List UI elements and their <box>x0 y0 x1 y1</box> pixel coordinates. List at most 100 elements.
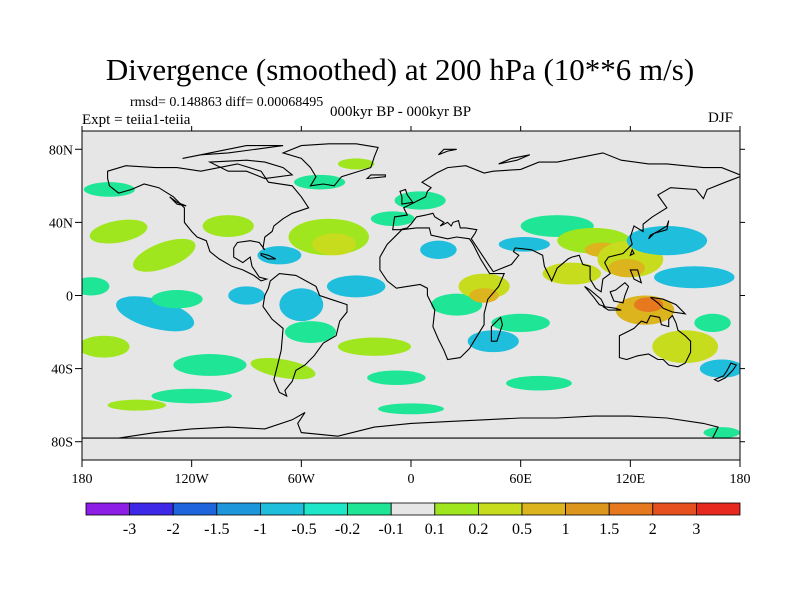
field-contour <box>652 330 719 364</box>
x-tick-label: 180 <box>72 472 93 487</box>
y-tick-label: 80N <box>49 143 73 158</box>
coastline <box>609 281 630 304</box>
field-contour <box>337 337 412 356</box>
coastlines <box>82 143 740 439</box>
coastline <box>207 159 294 180</box>
field-contour <box>151 290 203 309</box>
x-tick-label: 0 <box>408 472 415 487</box>
field-contour <box>279 288 324 322</box>
map-title: Divergence (smoothed) at 200 hPa (10**6 … <box>105 52 695 87</box>
experiment-label: Expt = teiia1-teiia <box>82 112 191 128</box>
colorbar-label: 0.5 <box>512 521 532 538</box>
field-contour <box>228 286 265 305</box>
coastline <box>182 145 284 159</box>
coastline <box>281 143 379 187</box>
field-contour <box>89 219 148 244</box>
field-contour <box>202 215 254 238</box>
y-tick-label: 40N <box>49 216 73 231</box>
field-contour <box>83 182 136 197</box>
colorbar-swatch <box>652 502 697 516</box>
colorbar-label: -3 <box>123 521 136 538</box>
colorbar: -3 -2 -1.5 -1 -0.5 -0.2 -0.1 0.1 0.2 0.5 1 1.5 2 3 <box>85 502 741 538</box>
colorbar-swatch <box>129 502 174 516</box>
field-contour <box>151 388 232 404</box>
colorbar-swatch <box>216 502 261 516</box>
coastline <box>498 154 531 165</box>
colorbar-label: -2 <box>167 521 180 538</box>
x-tick-label: 60E <box>509 472 532 487</box>
colorbar-swatch <box>434 502 479 516</box>
colorbar-swatch <box>85 502 130 516</box>
coastline <box>713 362 738 383</box>
x-tick-label: 180 <box>730 472 751 487</box>
field-contour <box>326 275 386 298</box>
field-contour <box>694 313 731 333</box>
field-contour <box>491 313 550 333</box>
field-contour <box>654 266 735 289</box>
field-contour <box>431 293 483 316</box>
period-label: 000kyr BP - 000kyr BP <box>330 104 472 120</box>
coastline <box>650 296 687 315</box>
stats-text: rmsd= 0.148863 diff= 0.00068495 <box>130 95 324 110</box>
field-contour <box>312 233 357 256</box>
colorbar-swatch <box>259 502 305 516</box>
field-contour <box>116 296 195 332</box>
coastline <box>629 248 635 257</box>
field-contour <box>367 370 426 386</box>
coastline <box>648 220 670 240</box>
field-contour <box>257 246 302 265</box>
colorbar-swatch <box>303 502 348 516</box>
coastline <box>82 412 740 439</box>
coastline <box>399 188 414 205</box>
field-contour <box>703 427 740 439</box>
colorbar-label: 2 <box>649 521 657 538</box>
field-contour <box>284 321 337 344</box>
field-contour <box>337 158 375 170</box>
field-contour <box>133 238 196 272</box>
coastline <box>629 269 643 284</box>
colorbar-label: 1.5 <box>599 521 619 538</box>
x-tick-label: 120E <box>616 472 646 487</box>
field-contour <box>370 211 415 227</box>
x-tick-label: 120W <box>175 472 210 487</box>
coastline <box>618 314 692 368</box>
field-contour <box>469 288 499 303</box>
y-tick-label: 40S <box>51 363 73 378</box>
colorbar-label: 1 <box>562 521 570 538</box>
coastline <box>392 152 740 293</box>
colorbar-label: -0.5 <box>291 521 316 538</box>
field-contour <box>107 399 167 411</box>
colorbar-swatch <box>390 502 436 516</box>
x-tick-label: 60W <box>288 472 316 487</box>
field-contour <box>378 403 444 415</box>
field-contour <box>626 226 708 256</box>
colorbar-label: -0.1 <box>379 521 404 538</box>
field-contour <box>506 375 572 391</box>
colorbar-swatch <box>608 502 654 516</box>
colorbar-label: -0.2 <box>335 521 360 538</box>
colorbar-label: -1 <box>254 521 267 538</box>
colorbar-swatch <box>521 502 566 516</box>
field-contour <box>699 359 740 378</box>
field-contour <box>608 258 645 278</box>
colorbar-label: 3 <box>692 521 700 538</box>
colorbar-swatch <box>172 502 218 516</box>
colorbar-label: 0.1 <box>425 521 445 538</box>
field-contour <box>82 335 130 358</box>
y-tick-label: 0 <box>66 290 73 305</box>
colorbar-swatch <box>477 502 523 516</box>
colorbar-swatch <box>565 502 610 516</box>
coastline <box>490 316 503 342</box>
colorbar-swatch <box>696 502 741 516</box>
coastline <box>260 252 276 260</box>
field-contour <box>82 277 110 296</box>
coastline <box>602 305 622 311</box>
colorbar-label: 0.2 <box>468 521 488 538</box>
y-axis: 80N 40N 0 40S 80S <box>49 143 745 451</box>
coastline <box>365 174 386 180</box>
coastline <box>169 196 187 207</box>
colorbar-swatch <box>347 502 392 516</box>
field-contour <box>420 240 457 259</box>
coastline <box>262 273 348 398</box>
y-tick-label: 80S <box>51 436 73 451</box>
